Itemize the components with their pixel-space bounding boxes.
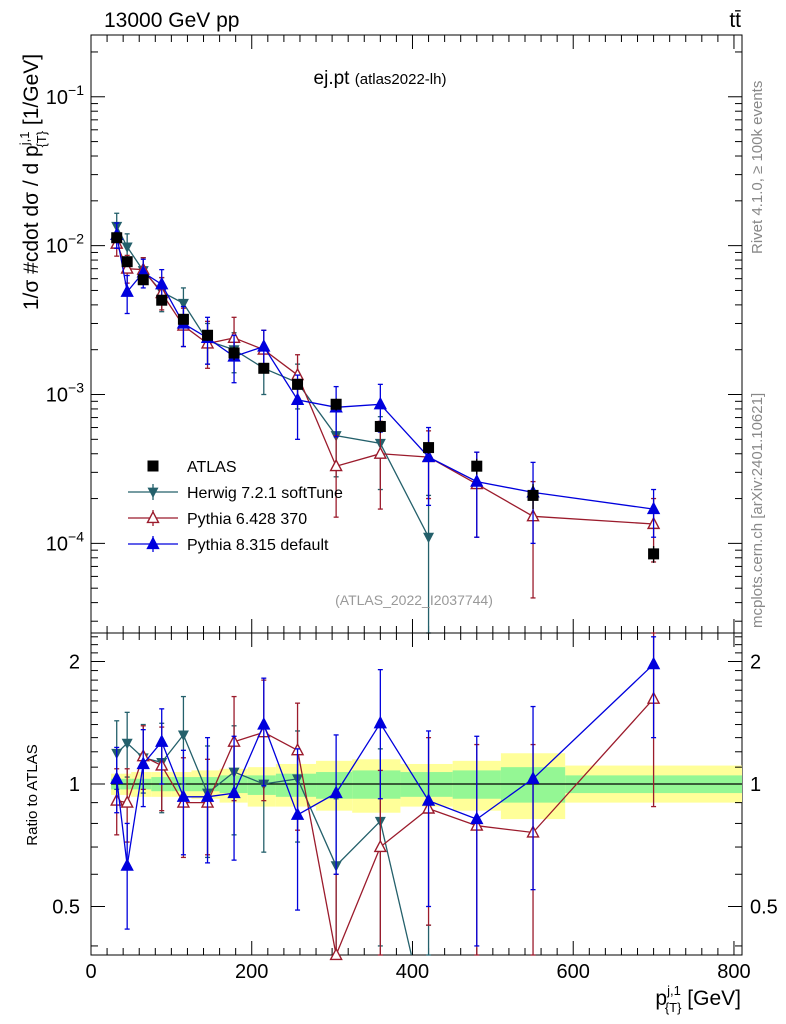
data-point: [374, 420, 386, 432]
series-line: [116, 698, 655, 955]
legend-marker: [146, 536, 160, 550]
plot-title: ej.pt (atlas2022-lh): [314, 68, 447, 89]
legend: ATLAS Herwig 7.2.1 softTune Pythia 6.428 3…: [128, 459, 343, 554]
data-point: [423, 442, 435, 454]
legend-label: Pythia 8.315 default: [187, 537, 329, 554]
data-point: [176, 789, 191, 802]
data-point: [421, 793, 436, 806]
data-point: [373, 715, 387, 729]
data-point: [373, 839, 387, 853]
data-point: [330, 398, 342, 410]
ratio-y-tick-label: 2: [69, 652, 80, 674]
series-atlas: [111, 232, 660, 563]
y-tick-label: 10−1: [46, 82, 84, 109]
x-tick-label: 800: [717, 961, 750, 983]
data-point: [156, 294, 168, 306]
data-point: [120, 795, 134, 808]
y-tick-label: 10−2: [46, 231, 84, 258]
data-point: [423, 532, 435, 544]
legend-marker: [146, 510, 160, 524]
data-point: [329, 947, 343, 961]
data-point: [290, 392, 305, 405]
data-point: [111, 232, 123, 244]
x-axis-label: pj,1 {T} [GeV]: [655, 983, 741, 1015]
data-point: [227, 785, 241, 799]
legend-label: Herwig 7.2.1 softTune: [187, 485, 343, 502]
data-point: [470, 474, 484, 487]
data-point: [373, 446, 387, 459]
ratio-ylabel: Ratio to ATLAS: [24, 744, 41, 845]
data-point: [121, 738, 133, 750]
header-right: tt̄: [729, 9, 741, 32]
data-point: [110, 771, 124, 784]
data-point: [200, 789, 215, 802]
data-point: [121, 242, 133, 253]
data-point: [136, 756, 150, 770]
data-point: [526, 771, 540, 784]
data-point: [155, 734, 169, 747]
y-axis-label: 1/σ #cdot dσ / d pj,1 {T} [1/GeV]: [17, 54, 49, 310]
data-point: [648, 548, 660, 560]
legend-label: ATLAS: [187, 459, 237, 476]
side-label-bottom: mcplots.cern.ch [arXiv:2401.10621]: [749, 393, 766, 628]
data-point: [121, 256, 133, 268]
data-point: [257, 338, 271, 352]
data-point: [177, 313, 189, 325]
ratio-y-tick-label: 0.5: [52, 896, 80, 918]
x-tick-label: 600: [557, 961, 590, 983]
data-point: [120, 261, 134, 274]
main-panel: 10−1 10−2 10−3 10−4 ej.pt (atlas2022-lh) (A…: [46, 34, 743, 634]
ratio-y-tick-label-right: 0.5: [750, 896, 778, 918]
y-tick-label: 10−3: [46, 380, 84, 407]
x-tick-label: 0: [85, 961, 96, 983]
y-tick-label: 10−4: [46, 528, 84, 555]
legend-label: Pythia 6.428 370: [187, 511, 307, 528]
watermark: (ATLAS_2022_I2037744): [335, 592, 493, 608]
data-point: [258, 362, 270, 374]
data-point: [527, 489, 539, 501]
ratio-y-tick-label-right: 1: [750, 774, 761, 796]
data-point: [329, 458, 343, 472]
x-tick-label: 200: [235, 961, 268, 983]
svg-text:pj,1{T} [GeV]: pj,1 {T} [GeV]: [655, 983, 741, 1015]
ratio-y-tick-label: 1: [69, 774, 80, 796]
ratio-panel: 0.5 0.5 1 1 2 2 0 200 400 600 800: [52, 632, 778, 983]
data-point: [228, 347, 240, 359]
ratio-y-tick-label-right: 2: [750, 652, 761, 674]
data-point: [120, 858, 134, 871]
data-point: [329, 785, 343, 799]
data-point: [202, 329, 214, 341]
data-point: [646, 501, 661, 515]
data-point: [471, 460, 483, 472]
data-point: [646, 656, 661, 670]
data-point: [177, 298, 189, 310]
data-point: [155, 276, 169, 290]
data-point: [137, 274, 149, 286]
header-left: 13000 GeV pp: [104, 9, 239, 32]
legend-marker: [147, 460, 159, 472]
series-line: [116, 243, 654, 525]
data-point: [120, 284, 134, 297]
data-point: [421, 449, 436, 463]
data-point: [257, 716, 271, 730]
data-point: [373, 396, 387, 410]
svg-text:1/σ #cdot dσ / d pj,1{T} [1/Ge: 1/σ #cdot dσ / d pj,1 {T} [1/GeV]: [17, 54, 49, 310]
x-tick-label: 400: [396, 961, 429, 983]
data-point: [177, 730, 189, 741]
series-pythia: [110, 636, 661, 947]
data-point: [470, 811, 484, 825]
data-point: [290, 807, 305, 820]
side-label-top: Rivet 4.1.0, ≥ 100k events: [749, 81, 766, 254]
data-point: [292, 378, 304, 390]
legend-marker: [147, 487, 159, 499]
band-inner: [275, 773, 317, 797]
